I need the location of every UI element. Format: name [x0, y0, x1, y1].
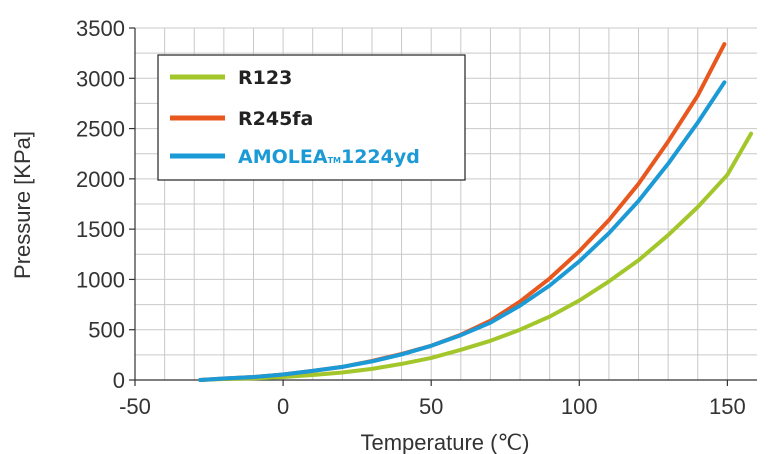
- y-tick-label: 2000: [76, 167, 125, 192]
- x-tick-label: -50: [119, 394, 151, 419]
- y-axis-title: Pressure [KPa]: [10, 131, 35, 279]
- y-tick-label: 3500: [76, 16, 125, 41]
- legend-label-trademark: TM: [328, 156, 341, 165]
- legend-label: AMOLEATM1224yd: [238, 146, 420, 168]
- x-axis-title: Temperature (℃): [361, 430, 530, 454]
- y-tick-label: 0: [113, 368, 125, 393]
- legend-label-main: AMOLEA: [238, 146, 328, 168]
- y-tick-label: 3000: [76, 66, 125, 91]
- legend-label: R245fa: [238, 108, 313, 130]
- y-tick-label: 2500: [76, 117, 125, 142]
- legend: R123 R245fa AMOLEATM1224yd: [157, 54, 466, 181]
- legend-label-suffix: 1224yd: [341, 146, 420, 168]
- legend-label: R123: [238, 67, 292, 89]
- x-tick-label: 150: [709, 394, 746, 419]
- x-tick-label: 50: [419, 394, 443, 419]
- x-tick-label: 0: [277, 394, 289, 419]
- series-line-r123: [198, 131, 754, 382]
- y-tick-label: 500: [88, 318, 125, 343]
- y-tick-label: 1000: [76, 267, 125, 292]
- series-line-amolea-1224yd: [198, 80, 727, 382]
- y-tick-label: 1500: [76, 217, 125, 242]
- x-tick-label: 100: [561, 394, 598, 419]
- series-lines: [198, 42, 754, 382]
